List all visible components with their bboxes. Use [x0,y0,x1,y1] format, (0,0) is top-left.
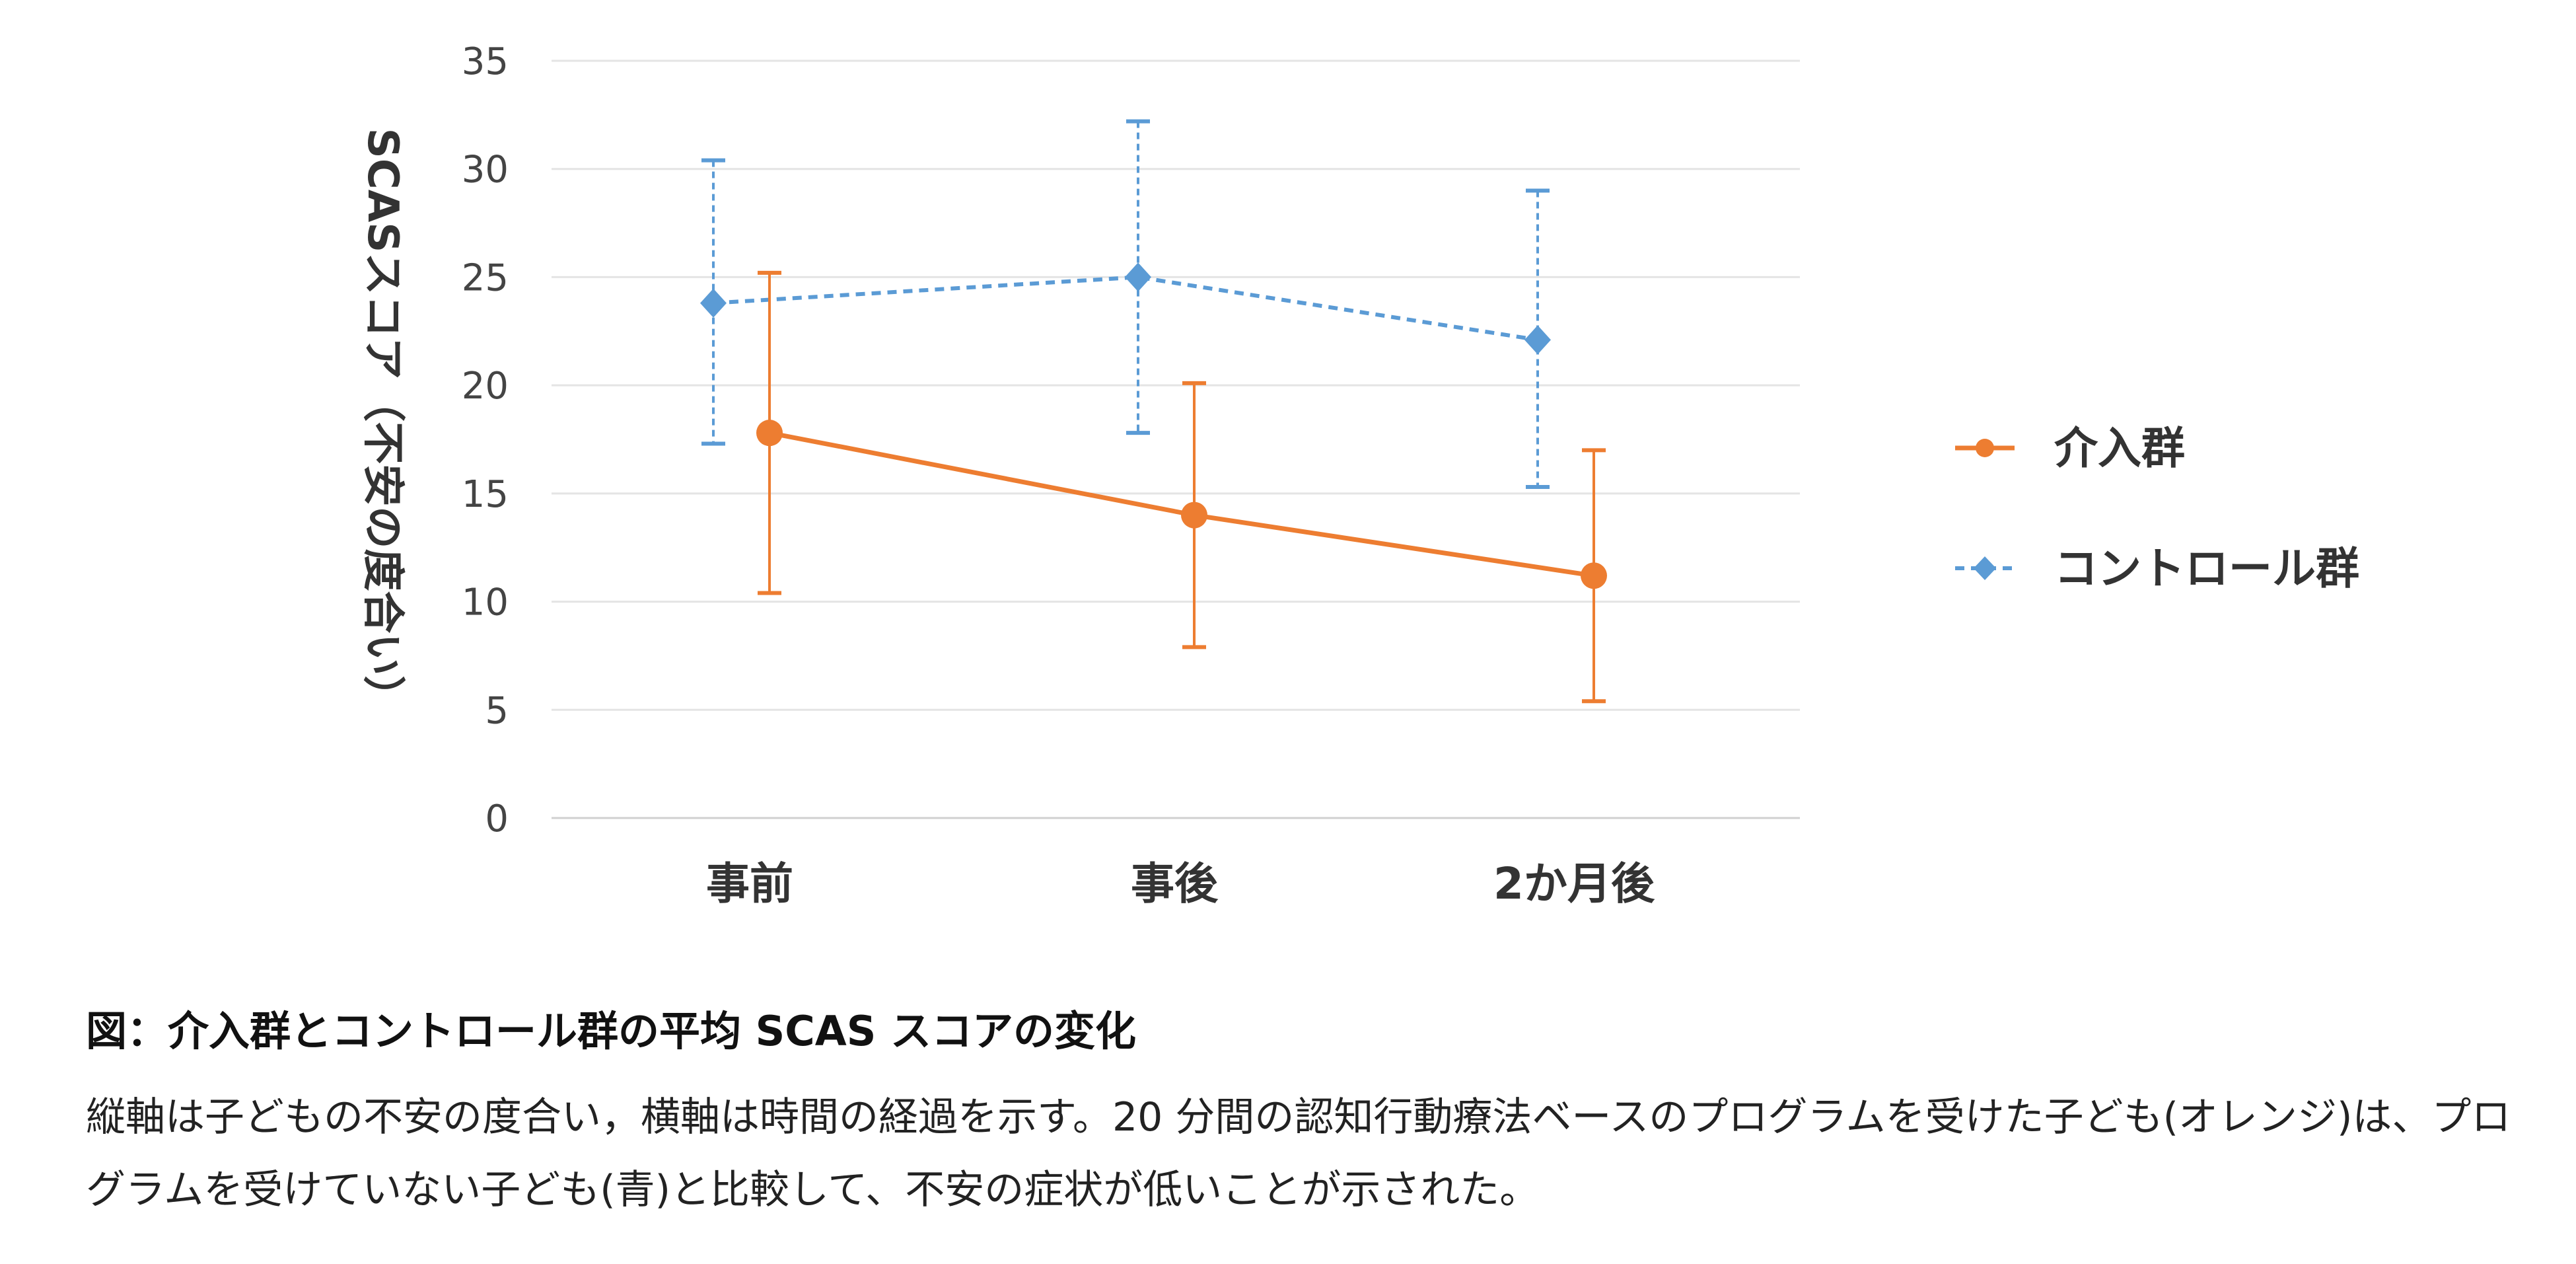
y-tick-label: 5 [485,689,509,732]
y-tick-label: 30 [462,149,509,192]
legend-item-1: コントロール群 [1955,543,2359,594]
data-point [1581,562,1607,589]
series-line [769,430,1594,578]
data-point [756,420,783,447]
series-line [713,275,1538,342]
data-point [1181,502,1207,529]
x-tick-label: 事後 [1131,858,1219,909]
caption-title: 図：介入群とコントロール群の平均 SCAS スコアの変化 [86,1007,1136,1055]
y-tick-label: 20 [462,365,509,408]
y-tick-label: 35 [462,40,509,83]
data-point [1125,262,1151,292]
legend-label: コントロール群 [2054,543,2359,594]
legend-item-0: 介入群 [1955,423,2185,474]
y-tick-label: 10 [462,581,509,624]
legend-label: 介入群 [2054,423,2185,474]
x-tick-label: 事前 [706,858,793,909]
data-point [700,288,727,318]
x-tick-label: 2か月後 [1493,858,1655,909]
grid-lines [552,59,1800,819]
caption-body: 縦軸は子どもの不安の度合い，横軸は時間の経過を示す。20 分間の認知行動療法ベー… [86,1094,2511,1213]
y-axis-ticks: 0 5 10 15 20 25 30 35 [462,40,509,840]
series-0 [756,270,1607,704]
legend-marker [1974,556,1996,580]
y-axis-label: SCASスコア（不安の度合い） [358,128,407,718]
figure-caption: 図：介入群とコントロール群の平均 SCAS スコアの変化 縦軸は子どもの不安の度… [86,998,2530,1226]
data-point [1524,325,1551,355]
legend-marker [1976,439,1994,457]
y-tick-label: 15 [462,473,509,516]
series-group [700,119,1607,704]
x-axis-ticks: 事前 事後 2か月後 [706,858,1655,909]
y-tick-label: 0 [485,798,509,840]
y-tick-label: 25 [462,256,509,299]
series-1 [700,119,1551,490]
